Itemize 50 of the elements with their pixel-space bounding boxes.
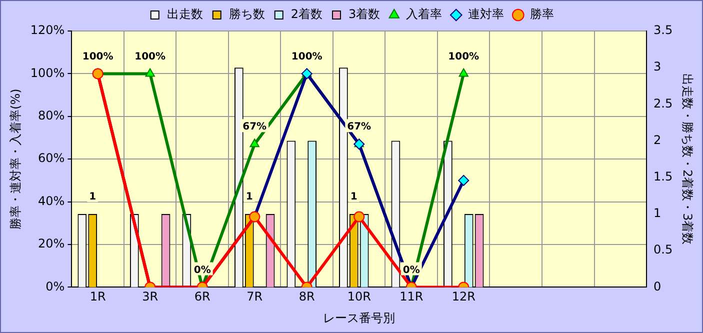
legend-label: 勝ち数 [228, 7, 265, 22]
y2-tick-label: 0.5 [654, 242, 673, 257]
data-label: 100% [448, 51, 480, 62]
point [354, 138, 365, 150]
data-label: 100% [82, 51, 114, 62]
data-label: 100% [291, 51, 322, 62]
y2-axis-title: 出走数・勝ち数・2着数・3着数 [680, 73, 695, 245]
data-label: 1 [246, 192, 253, 203]
x-tick-label: 6R [194, 290, 210, 304]
y-tick-label: 20% [38, 236, 65, 251]
y-tick-label: 60% [38, 151, 65, 166]
y2-tick-label: 1.5 [654, 170, 673, 184]
legend-label: 連対率 [468, 7, 504, 22]
y2-tick-label: 1 [654, 206, 662, 220]
data-label: 0% [402, 264, 420, 276]
x-tick-label: 3R [142, 290, 158, 304]
point [145, 68, 155, 77]
y-axis-title: 勝率・連対率・入着率(%) [8, 88, 22, 230]
y-tick-label: 80% [38, 108, 65, 123]
x-tick-label: 11R [400, 290, 424, 304]
y2-tick-label: 0 [654, 279, 662, 294]
data-label: 67% [242, 122, 267, 133]
data-label: 1 [89, 192, 96, 203]
y2-tick-label: 3.5 [654, 23, 673, 38]
y-tick-label: 120% [30, 23, 65, 38]
legend-label: 3着数 [348, 7, 380, 22]
x-tick-label: 7R [246, 290, 263, 304]
point [250, 138, 260, 148]
data-label: 1 [350, 192, 358, 203]
x-tick-label: 8R [298, 290, 315, 304]
data-label: 0% [194, 264, 211, 276]
y-tick-label: 0% [46, 279, 65, 294]
legend-label: 勝率 [530, 7, 554, 22]
y2-tick-label: 3 [654, 60, 662, 74]
point [458, 174, 470, 186]
data-label: 100% [134, 51, 166, 62]
y-tick-label: 40% [38, 194, 65, 208]
point [301, 68, 312, 80]
point [458, 68, 468, 77]
x-axis-title: レース番号別 [323, 310, 396, 325]
y2-tick-label: 2.5 [654, 96, 673, 110]
x-tick-label: 1R [90, 290, 106, 304]
x-tick-label: 10R [347, 290, 371, 304]
legend-label: 入着率 [406, 7, 442, 22]
legend-label: 出走数 [166, 7, 203, 22]
x-tick-label: 12R [452, 290, 476, 304]
data-label: 67% [347, 122, 372, 133]
legend-label: 2着数 [290, 7, 323, 22]
y-tick-label: 100% [30, 66, 65, 80]
y2-tick-label: 2 [654, 132, 662, 147]
